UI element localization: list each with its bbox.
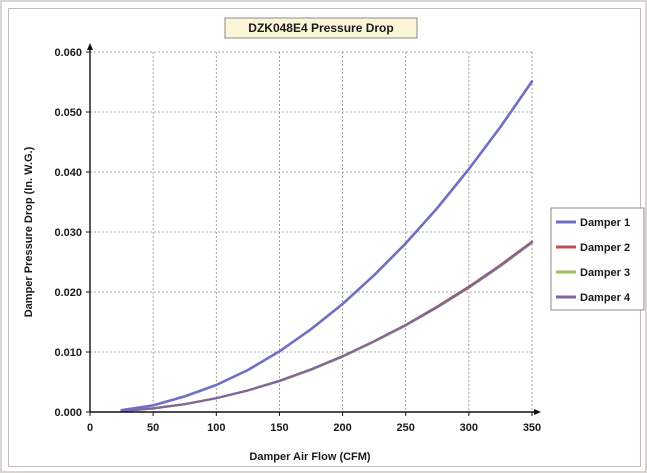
y-tick-label: 0.050 (54, 107, 82, 119)
chart-title-background (224, 17, 418, 39)
x-tick-label: 350 (523, 422, 541, 434)
tick-labels: 0 50 100 150 200 250 300 350 0.000 0.010 0.020 0.03… (54, 47, 541, 434)
x-tick-label: 200 (333, 422, 351, 434)
series-line-damper-3 (120, 241, 534, 413)
y-tick-label: 0.000 (54, 407, 82, 419)
series-line-damper-4 (120, 241, 534, 413)
x-tick-label: 100 (207, 422, 225, 434)
x-tick-label: 300 (460, 422, 478, 434)
y-tick-label: 0.020 (54, 287, 82, 299)
x-tick-label: 0 (87, 422, 93, 434)
y-tick-label: 0.010 (54, 347, 82, 359)
series-line-damper-1 (120, 80, 534, 412)
chart-area (8, 8, 641, 467)
legend-label: Damper 4 (580, 292, 631, 304)
legend-box (550, 207, 645, 311)
legend-label: Damper 2 (580, 242, 630, 254)
chart-title: DZK048E4 Pressure Drop (248, 21, 393, 35)
chart-title-box: DZK048E4 Pressure Drop (224, 17, 418, 39)
x-tick-label: 150 (270, 422, 288, 434)
x-tick-label: 250 (397, 422, 415, 434)
legend: Damper 1 Damper 2 Damper 3 Damper 4 (550, 207, 645, 311)
x-axis-arrow (534, 409, 541, 415)
grid-lines (90, 51, 533, 412)
legend-label: Damper 1 (580, 217, 630, 229)
x-tick-label: 50 (147, 422, 159, 434)
legend-label: Damper 3 (580, 267, 630, 279)
y-axis-arrow (87, 43, 93, 50)
series-line-damper-2 (120, 240, 534, 413)
y-tick-label: 0.030 (54, 227, 82, 239)
y-axis-label: Damper Pressure Drop (In. W.G.) (23, 146, 35, 317)
y-tick-label: 0.040 (54, 167, 82, 179)
series-lines (120, 80, 534, 413)
x-axis-label: Damper Air Flow (CFM) (249, 451, 371, 463)
axes (86, 43, 541, 416)
y-tick-label: 0.060 (54, 47, 82, 59)
